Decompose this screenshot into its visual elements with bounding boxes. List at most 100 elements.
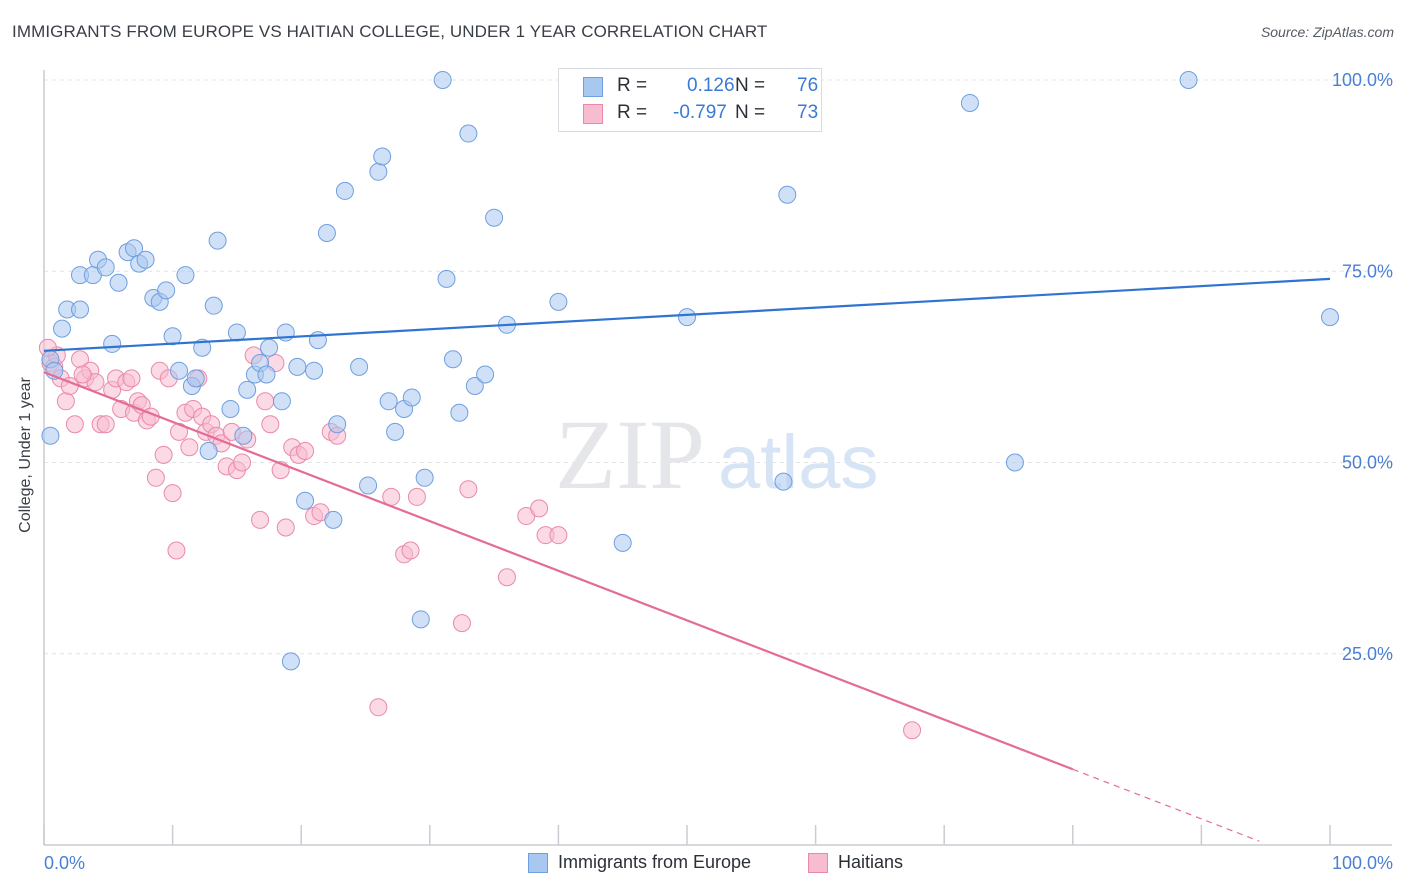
haitians-point [276, 518, 295, 537]
chart-title: IMMIGRANTS FROM EUROPE VS HAITIAN COLLEG… [12, 22, 768, 41]
x-tick-label: 100.0% [1332, 853, 1393, 873]
europe-point [328, 415, 347, 434]
europe-point [433, 71, 452, 89]
haitians-point [459, 480, 478, 499]
europe-trend-line [43, 277, 1331, 352]
legend-n-value: 76 [797, 75, 819, 96]
haitians-point [146, 468, 165, 487]
europe-point [379, 392, 398, 411]
legend-n-value: 73 [797, 102, 819, 123]
haitians-point [65, 415, 84, 434]
europe-point [53, 319, 72, 338]
europe-point [678, 308, 696, 327]
europe-point [204, 296, 223, 315]
y-tick-label: 75.0% [1342, 261, 1393, 281]
x-tick-label: 0.0% [44, 853, 85, 873]
europe-point [103, 334, 122, 353]
haitians-points [38, 338, 922, 740]
haitians-point [251, 510, 270, 529]
haitians-point [530, 499, 549, 518]
haitians-point [903, 721, 922, 740]
y-tick-label: 100.0% [1332, 70, 1393, 90]
europe-point [199, 442, 218, 461]
europe-point [459, 124, 478, 143]
europe-point [272, 392, 291, 411]
europe-point [296, 491, 315, 510]
europe-point [402, 388, 421, 407]
legend-n-label: N = [735, 102, 766, 123]
y-tick-label: 50.0% [1342, 453, 1393, 473]
haitians-trend-extension [1072, 768, 1260, 842]
haitians-point [233, 453, 252, 472]
europe-point [411, 610, 430, 629]
legend-swatch-haitians [583, 104, 603, 124]
europe-point [136, 250, 155, 269]
haitians-point [154, 445, 173, 464]
europe-point [257, 365, 276, 384]
europe-point [335, 181, 354, 200]
europe-point [1321, 308, 1339, 327]
europe-point [96, 258, 115, 277]
europe-point [163, 327, 182, 346]
legend-r-value: 0.126 [687, 75, 735, 96]
haitians-point [407, 487, 426, 506]
haitians-point [180, 438, 199, 457]
europe-point [305, 361, 324, 380]
haitians-point [549, 526, 568, 545]
europe-point [288, 357, 307, 376]
correlation-legend: R = 0.126 N = 76 R = -0.797 N = 73 [558, 68, 822, 132]
trend-lines [43, 277, 1331, 842]
europe-point [443, 350, 462, 369]
europe-point [1005, 453, 1024, 472]
europe-point [41, 426, 60, 445]
legend-r-label: R = [617, 102, 648, 123]
europe-points [41, 71, 1339, 671]
bottom-legend-swatch-europe [528, 853, 548, 873]
haitians-point [56, 392, 75, 411]
europe-point [1179, 71, 1198, 89]
europe-point [176, 266, 195, 285]
haitians-point [167, 541, 186, 560]
legend-r-value: -0.797 [673, 102, 727, 123]
legend-r-label: R = [617, 75, 648, 96]
europe-point [774, 472, 793, 491]
tick-labels: 25.0% 50.0% 75.0% 100.0% 0.0% 100.0% [44, 70, 1393, 873]
europe-point [437, 269, 456, 288]
legend-n-label: N = [735, 75, 766, 96]
watermark: ZIP atlas [555, 399, 879, 510]
europe-point [317, 224, 336, 242]
haitians-point [96, 415, 115, 434]
europe-point [373, 147, 392, 166]
europe-point [778, 185, 797, 204]
source-label: Source: ZipAtlas.com [1260, 24, 1394, 40]
europe-point [238, 380, 257, 399]
europe-point [386, 422, 405, 441]
europe-point [260, 338, 279, 357]
haitians-point [73, 365, 92, 384]
watermark-atlas: atlas [718, 420, 879, 505]
europe-point [549, 292, 568, 311]
haitians-point [369, 698, 388, 717]
bottom-legend-label-europe: Immigrants from Europe [558, 852, 752, 872]
europe-point [71, 300, 90, 319]
y-tick-label: 25.0% [1342, 644, 1393, 664]
haitians-point [401, 541, 420, 560]
haitians-point [256, 392, 275, 411]
europe-point [186, 369, 205, 388]
haitians-point [452, 614, 471, 633]
europe-point [369, 162, 388, 181]
legend-swatch-europe [583, 77, 603, 97]
haitians-point [296, 442, 315, 461]
axes [43, 70, 1392, 846]
europe-point [465, 377, 484, 395]
haitians-point [497, 568, 516, 587]
europe-point [324, 510, 343, 529]
europe-point [350, 357, 369, 376]
europe-point [109, 273, 128, 292]
haitians-point [163, 484, 182, 503]
europe-point [227, 323, 246, 342]
europe-point [170, 361, 189, 380]
europe-point [476, 365, 495, 384]
europe-point [450, 403, 469, 422]
